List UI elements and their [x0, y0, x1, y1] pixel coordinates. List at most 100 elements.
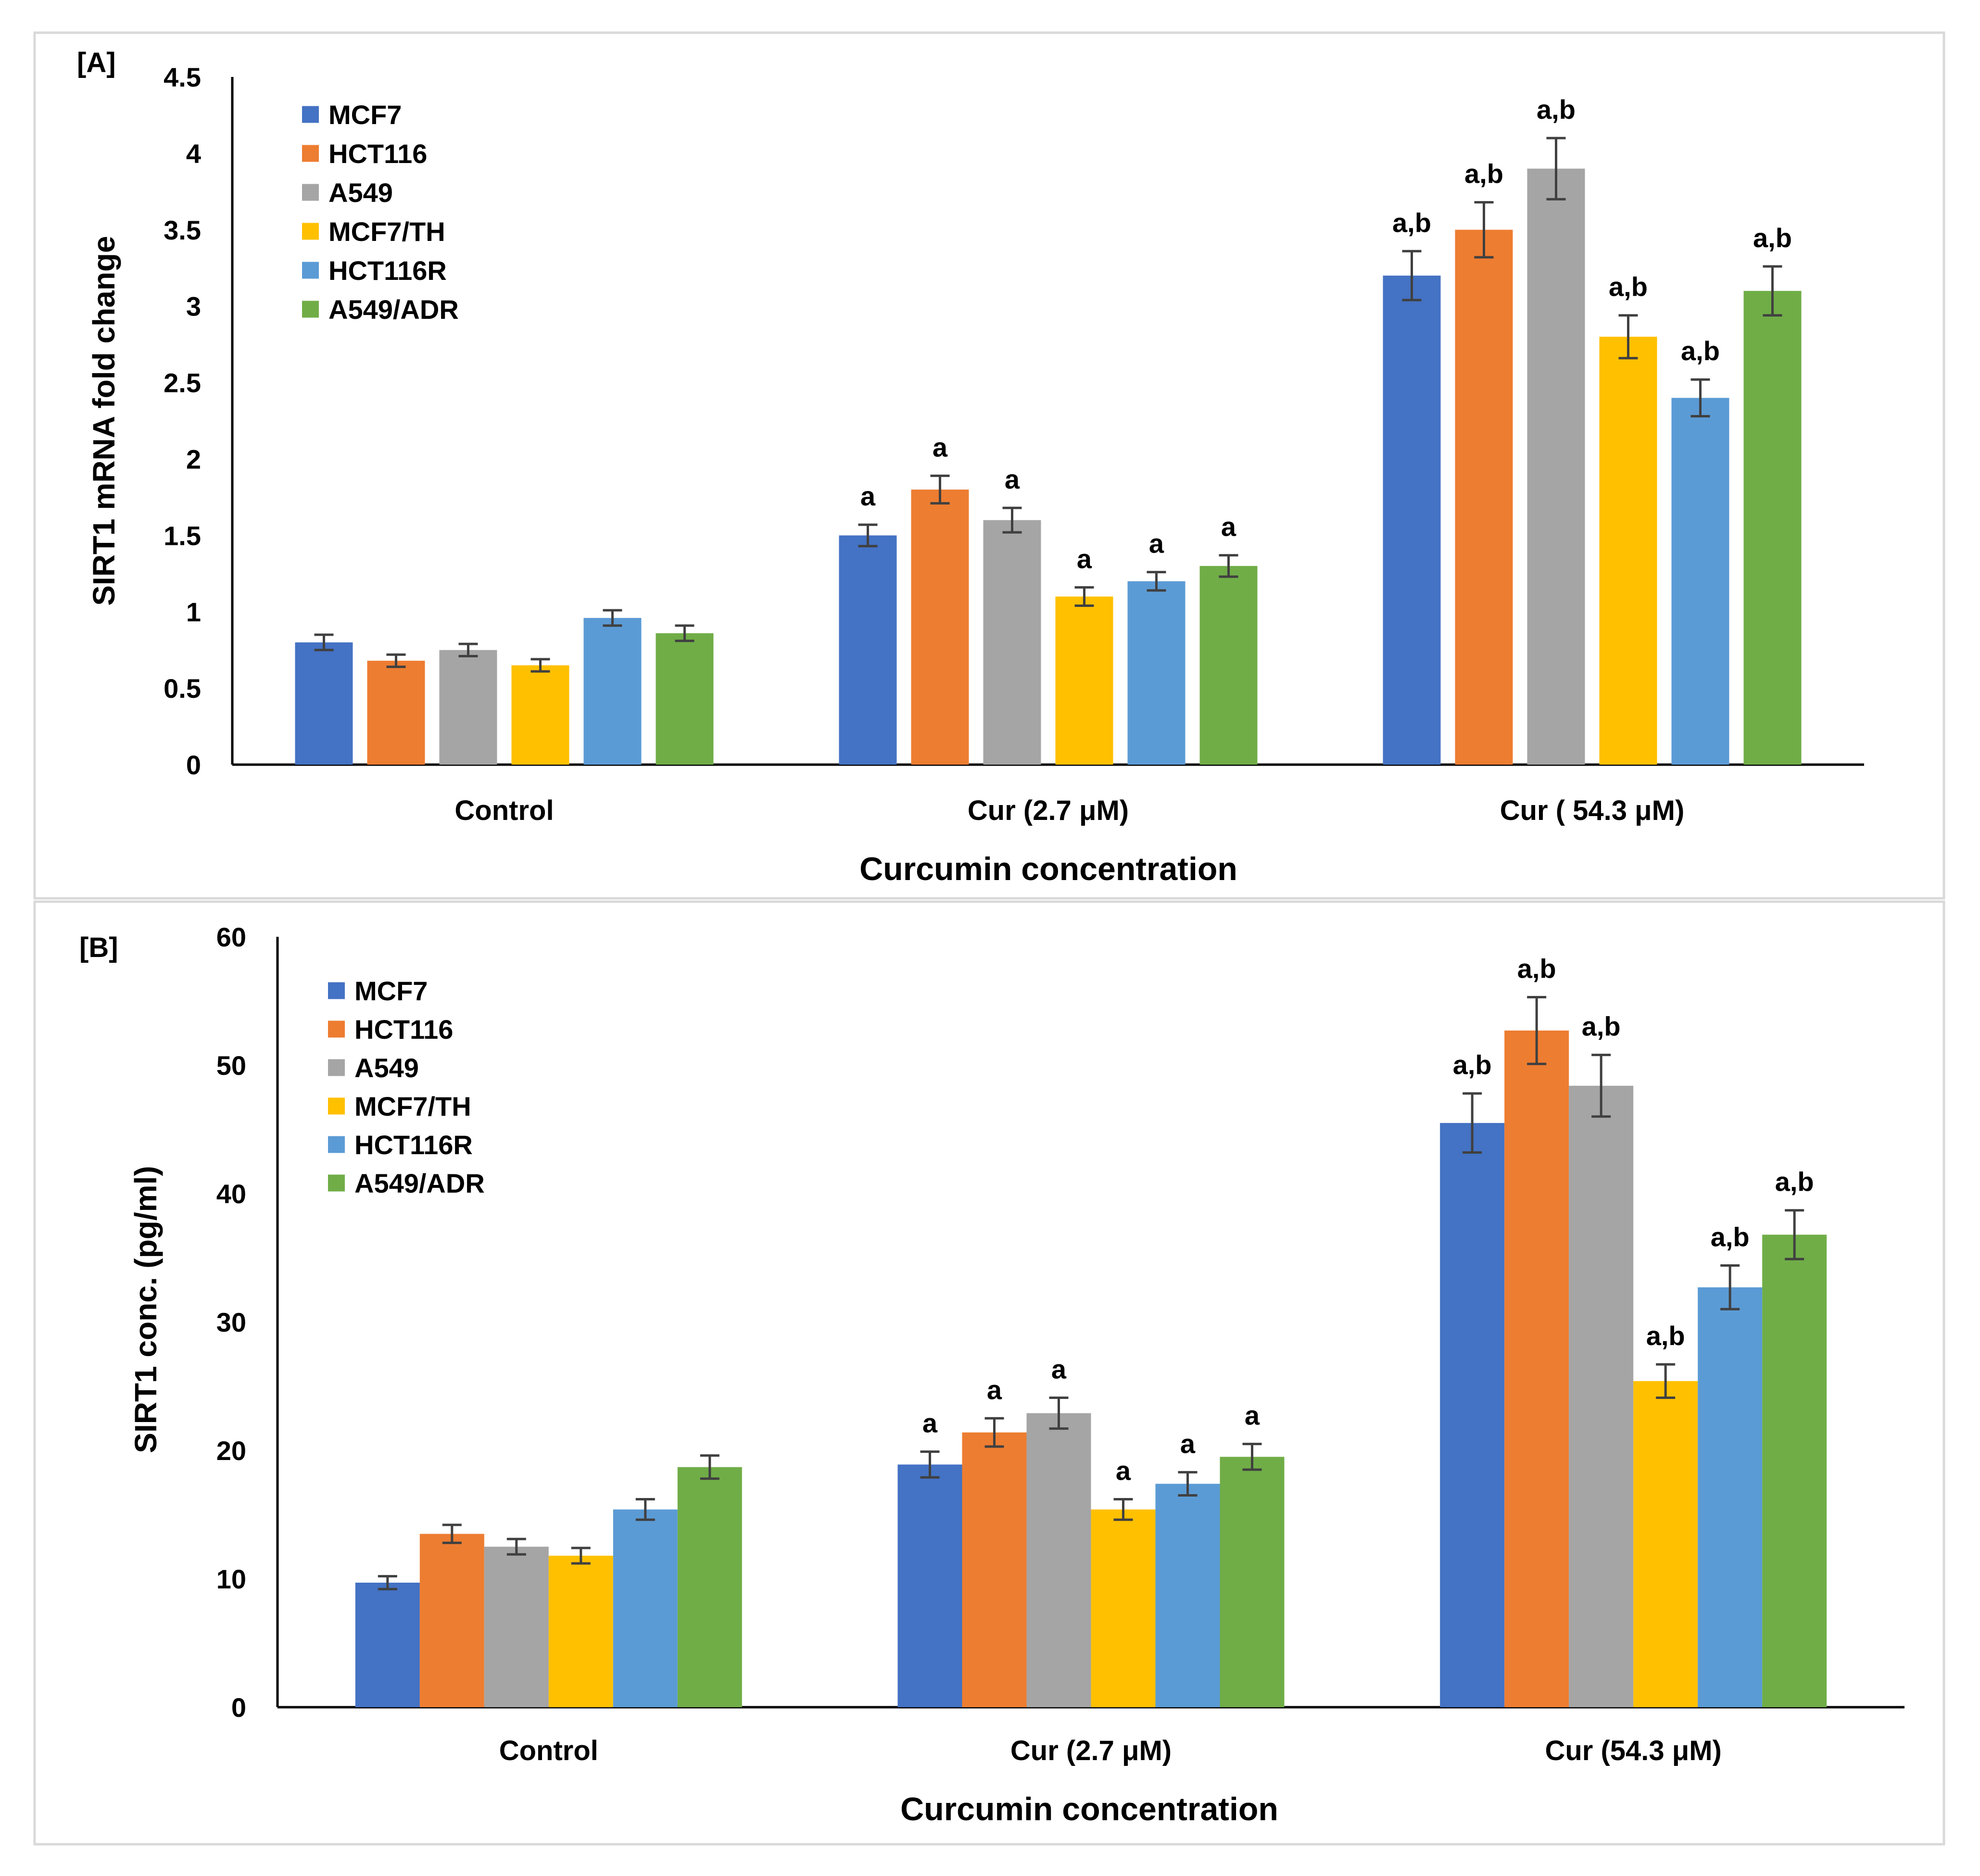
panel-b-bar-hct116	[962, 1432, 1027, 1707]
panel-b-significance-label: a,b	[1775, 1167, 1814, 1197]
panel-a-legend: MCF7 HCT116 A549 MCF7/TH HCT116R A549/ADR	[302, 100, 459, 325]
panel-b-legend-label: MCF7/TH	[354, 1091, 471, 1121]
panel-b-x-axis-title: Curcumin concentration	[900, 1791, 1278, 1827]
panel-b-legend-swatch	[328, 982, 345, 999]
panel-b-significance-label: a,b	[1582, 1011, 1621, 1042]
panel-b-bar-hct116r	[613, 1509, 678, 1707]
panel-b-y-axis-title: SIRT1 conc. (pg/ml)	[128, 1166, 163, 1453]
panel-a-bar-a549-adr	[1743, 290, 1802, 765]
panel-a-y-axis-title: SIRT1 mRNA fold change	[87, 236, 121, 605]
panel-b-significance-label: a	[1116, 1455, 1131, 1486]
panel-b-legend-swatch	[328, 1136, 345, 1153]
panel-a-y-tick-label: 4	[186, 138, 201, 169]
panel-b-significance-label: a,b	[1453, 1050, 1492, 1080]
panel-a-significance-label: a,b	[1753, 223, 1792, 253]
panel-a-bar-mcf7-th	[511, 665, 569, 765]
panel-a-y-tick-label: 3	[186, 291, 201, 322]
panel-a-legend-label: MCF7	[328, 100, 402, 130]
panel-a-bar-mcf7	[295, 642, 353, 765]
panel-a-y-tick-label: 0	[186, 750, 201, 780]
panel-a-bar-hct116r	[1671, 398, 1729, 765]
panel-b-bar-mcf7	[355, 1583, 420, 1707]
panel-b-legend: MCF7 HCT116 A549 MCF7/TH HCT116R A549/ADR	[328, 976, 485, 1198]
panel-b-bar-hct116r	[1698, 1287, 1763, 1707]
panel-b-bar-a549-adr	[1220, 1457, 1285, 1707]
panel-b-significance-label: a	[1051, 1354, 1067, 1385]
panel-b-bar-a549-adr	[1762, 1234, 1827, 1707]
panel-b-bar-mcf7-th	[1633, 1381, 1698, 1707]
panel-b-x-category-label: Cur (2.7 μM)	[1010, 1735, 1172, 1766]
panel-a-y-tick-label: 2	[186, 444, 201, 474]
panel-a-significance-label: a	[1077, 543, 1092, 574]
panel-b-bar-a549	[1569, 1085, 1634, 1707]
panel-a-bar-a549	[983, 520, 1041, 765]
panel-b-y-tick-label: 60	[216, 922, 246, 952]
panel-a-legend-swatch	[302, 262, 319, 279]
panel-b-significance-label: a	[987, 1374, 1002, 1405]
panel-a-bar-a549	[439, 650, 497, 765]
panel-a-y-tick-label: 1.5	[164, 520, 201, 551]
panel-b-bar-mcf7-th	[548, 1555, 613, 1707]
panel-b-y-tick-label: 40	[216, 1179, 246, 1209]
panel-a-bar-a549	[1527, 168, 1585, 765]
panel-b-x-category-label: Control	[499, 1735, 598, 1766]
panel-b-y-tick-label: 30	[216, 1307, 246, 1337]
panel-a-bar-hct116r	[1127, 581, 1185, 765]
panel-a-significance-label: a	[860, 481, 876, 511]
panel-b-legend-label: A549	[354, 1053, 419, 1083]
panel-a-bar-hct116	[1455, 229, 1513, 765]
panel-a-y-tick-label: 2.5	[164, 368, 201, 398]
panel-a-bar-mcf7-th	[1599, 337, 1657, 765]
panel-a-bar-hct116	[911, 490, 969, 765]
panel-a-bar-a549-adr	[656, 633, 714, 765]
panel-b-bar-a549	[1026, 1413, 1091, 1707]
panel-b-bar-mcf7-th	[1091, 1509, 1156, 1707]
panel-a-y-tick-label: 0.5	[164, 673, 201, 704]
panel-a-significance-label: a,b	[1609, 272, 1648, 302]
panel-a-y-tick-label: 3.5	[164, 215, 201, 245]
panel-a-significance-label: a	[933, 432, 948, 462]
panel-b-bar-mcf7	[897, 1464, 962, 1707]
panel-a-bar-mcf7-th	[1055, 596, 1113, 765]
panel-b-label: [B]	[79, 932, 118, 963]
panel-a-legend-swatch	[302, 145, 319, 162]
panel-b-bar-a549-adr	[677, 1467, 742, 1707]
panel-a-significance-label: a	[1149, 529, 1164, 559]
panel-a-significance-label: a,b	[1392, 207, 1431, 238]
panel-b-x-category-label: Cur (54.3 μM)	[1545, 1735, 1721, 1766]
panel-a-x-category-label: Cur (2.7 μM)	[968, 795, 1129, 826]
panel-a-bar-hct116	[367, 660, 425, 765]
panel-b-legend-label: HCT116R	[354, 1130, 473, 1160]
panel-a-significance-label: a,b	[1537, 94, 1576, 125]
panel-a-x-axis-title: Curcumin concentration	[859, 851, 1237, 887]
panel-b-bar-hct116	[419, 1534, 484, 1707]
panel-b-bar-hct116r	[1155, 1484, 1220, 1707]
panel-a-plot-area: 0 0.5 1 1.5 2 2.5 3 3.5 4 4.5 Control Cur (2.7 μM) a…	[164, 62, 1864, 826]
panel-b-y-tick-label: 20	[216, 1435, 246, 1466]
panel-a-bar-hct116r	[583, 617, 642, 765]
panel-a-legend-label: MCF7/TH	[328, 216, 445, 247]
panel-a: [A] SIRT1 mRNA fold change Curcumin conc…	[33, 31, 1945, 900]
panel-b-y-tick-label: 50	[216, 1050, 246, 1081]
panel-b-bar-a549	[484, 1547, 549, 1707]
panel-b-legend-label: A549/ADR	[354, 1168, 485, 1198]
panel-b-y-tick-label: 10	[216, 1564, 246, 1594]
panel-b-legend-swatch	[328, 1174, 345, 1192]
panel-b-significance-label: a,b	[1646, 1321, 1685, 1351]
panel-b-bar-hct116	[1504, 1030, 1569, 1707]
panel-b-legend-label: HCT116	[354, 1014, 453, 1045]
panel-b-legend-label: MCF7	[354, 976, 428, 1006]
panel-a-legend-swatch	[302, 301, 319, 318]
panel-b-plot-area: 0 10 20 30 40 50 60 Control Cur (2.7 μM) a a a a a a Cu…	[216, 922, 1904, 1766]
panel-a-bar-a549-adr	[1199, 566, 1258, 765]
panel-a-legend-swatch	[302, 184, 319, 201]
panel-b-y-tick-label: 0	[231, 1692, 246, 1723]
panel-a-bar-mcf7	[1383, 276, 1441, 765]
panel-a-legend-swatch	[302, 223, 319, 240]
panel-a-bar-mcf7	[839, 535, 897, 765]
panel-a-frame	[33, 31, 1945, 900]
panel-b: [B] SIRT1 conc. (pg/ml) Curcumin concent…	[33, 900, 1945, 1846]
panel-b-significance-label: a	[922, 1408, 938, 1438]
panel-a-label: [A]	[77, 47, 116, 78]
